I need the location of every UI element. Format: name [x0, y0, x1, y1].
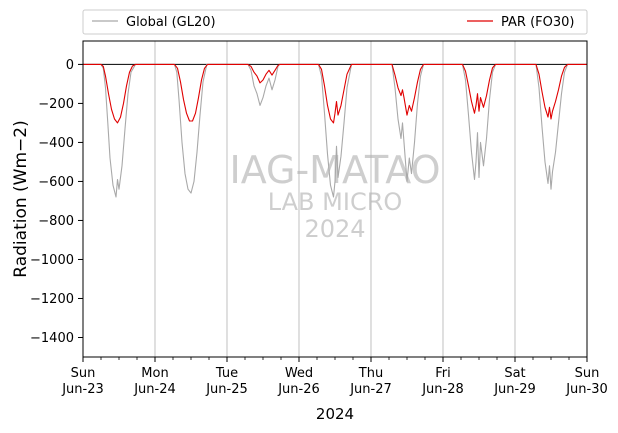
series-line-par — [83, 63, 587, 124]
x-tick-day: Mon — [141, 366, 168, 381]
x-tick-day: Sat — [504, 366, 525, 381]
y-tick-label: −200 — [38, 97, 74, 112]
x-tick-label: Jun-27 — [349, 382, 392, 397]
y-tick-label: −400 — [38, 136, 74, 151]
x-tick-day: Tue — [215, 366, 238, 381]
y-tick-label: −1200 — [30, 292, 74, 307]
x-tick-day: Sun — [575, 366, 600, 381]
x-tick-day: Fri — [435, 366, 451, 381]
y-tick-label: −1000 — [30, 253, 74, 268]
x-tick-day: Thu — [358, 366, 383, 381]
y-tick-label: −600 — [38, 175, 74, 190]
plot-frame — [82, 40, 588, 358]
watermark-line-3: 2024 — [304, 215, 365, 243]
y-axis-title: Radiation (Wm−2) — [11, 120, 31, 277]
x-tick-label: Jun-29 — [493, 382, 536, 397]
x-tick-label: Jun-30 — [565, 382, 608, 397]
y-tick-label: −1400 — [30, 331, 74, 346]
watermark-line-2: LAB MICRO — [268, 188, 403, 216]
legend-label-par: PAR (FO30) — [501, 15, 574, 30]
series-lines — [83, 63, 587, 198]
x-axis-title: 2024 — [316, 405, 354, 423]
x-axis-ticks: SunJun-23MonJun-24TueJun-25WedJun-26ThuJ… — [61, 357, 608, 397]
series-line-global — [83, 63, 587, 198]
x-tick-label: Jun-26 — [277, 382, 320, 397]
y-tick-label: 0 — [66, 58, 74, 73]
legend-label-global: Global (GL20) — [126, 15, 216, 30]
y-tick-label: −800 — [38, 214, 74, 229]
x-tick-day: Sun — [71, 366, 96, 381]
x-tick-label: Jun-25 — [205, 382, 248, 397]
x-tick-label: Jun-23 — [61, 382, 104, 397]
y-axis-ticks: 0 −200 −400 −600 −800 −1000 −1200 −1400 — [30, 58, 83, 346]
x-tick-label: Jun-24 — [133, 382, 176, 397]
x-tick-day: Wed — [285, 366, 313, 381]
legend-frame — [82, 9, 588, 35]
legend: Global (GL20) PAR (FO30) — [82, 9, 588, 35]
x-tick-label: Jun-28 — [421, 382, 464, 397]
